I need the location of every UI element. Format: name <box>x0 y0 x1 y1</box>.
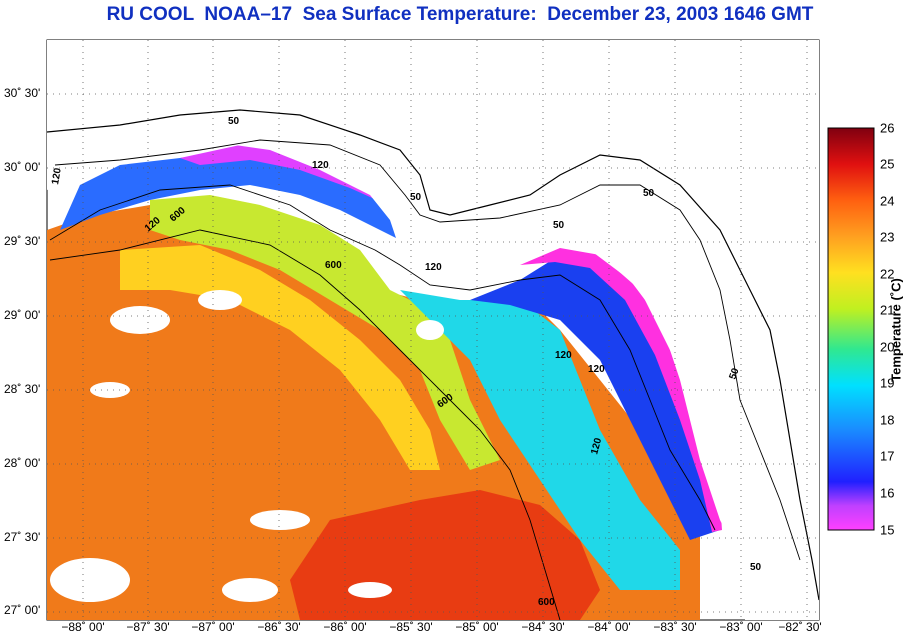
contour-label: 120 <box>425 262 442 273</box>
contour-label: 600 <box>538 597 555 608</box>
lon-label: −84˚ 30' <box>521 620 565 634</box>
contour-label: 50 <box>553 220 565 231</box>
lon-label: −85˚ 00' <box>455 620 499 634</box>
lon-label: −84˚ 00' <box>587 620 631 634</box>
lat-label: 30˚ 00' <box>4 160 41 174</box>
coldest-water-edge <box>520 248 722 532</box>
lat-label: 27˚ 30' <box>4 530 41 544</box>
colorbar-tick: 18 <box>880 412 895 428</box>
cold-water-region <box>470 255 720 540</box>
contour-label: 120 <box>555 350 572 361</box>
colorbar-tick: 24 <box>880 193 895 209</box>
colorbar-label: Temperature (˚C) <box>888 278 904 382</box>
colorbar-tick: 23 <box>880 229 895 245</box>
lat-label: 29˚ 00' <box>4 308 41 322</box>
contour-label: 50 <box>228 116 240 127</box>
colorbar-tick: 15 <box>880 522 895 538</box>
contour-label: 600 <box>325 260 342 271</box>
contour-label: 120 <box>50 167 64 186</box>
lon-label: −82˚ 30' <box>778 620 822 634</box>
contour-label: 50 <box>643 188 655 199</box>
colorbar-tick: 19 <box>880 375 895 391</box>
lon-label: −83˚ 00' <box>719 620 763 634</box>
colorbar <box>827 127 875 531</box>
graticule <box>47 40 819 620</box>
lon-label: −87˚ 00' <box>191 620 235 634</box>
lon-label: −85˚ 30' <box>389 620 433 634</box>
coastline <box>47 109 819 601</box>
lat-label: 28˚ 00' <box>4 456 41 470</box>
colorbar-tick: 16 <box>880 485 895 501</box>
lat-label: 27˚ 00' <box>4 603 41 617</box>
colorbar-tick: 17 <box>880 448 895 464</box>
lon-label: −86˚ 00' <box>323 620 367 634</box>
colorbar-tick: 26 <box>880 120 895 136</box>
lon-label: −88˚ 00' <box>61 620 105 634</box>
colorbar-tick: 25 <box>880 156 895 172</box>
bathymetry-contours <box>49 139 801 620</box>
contour-label: 120 <box>312 160 329 171</box>
coastal-magenta-strip <box>180 145 388 205</box>
yellow-water-region <box>120 245 440 470</box>
lat-label: 28˚ 30' <box>4 382 41 396</box>
colorbar-tick: 21 <box>880 302 895 318</box>
lat-label: 29˚ 30' <box>4 234 41 248</box>
colorbar-tick: 20 <box>880 339 895 355</box>
map-title: RU COOL NOAA–17 Sea Surface Temperature:… <box>106 4 814 25</box>
lon-label: −83˚ 30' <box>653 620 697 634</box>
contour-label: 120 <box>588 364 605 375</box>
lat-label: 30˚ 30' <box>4 86 41 100</box>
contour-label: 50 <box>750 562 762 573</box>
colorbar-tick: 22 <box>880 266 895 282</box>
cloud-patches <box>50 290 444 602</box>
contour-label: 50 <box>727 366 741 381</box>
contour-label: 50 <box>410 192 422 203</box>
cyan-water-region <box>400 290 680 590</box>
lon-label: −87˚ 30' <box>126 620 170 634</box>
lon-label: −86˚ 30' <box>257 620 301 634</box>
contour-label: 120 <box>589 436 604 455</box>
